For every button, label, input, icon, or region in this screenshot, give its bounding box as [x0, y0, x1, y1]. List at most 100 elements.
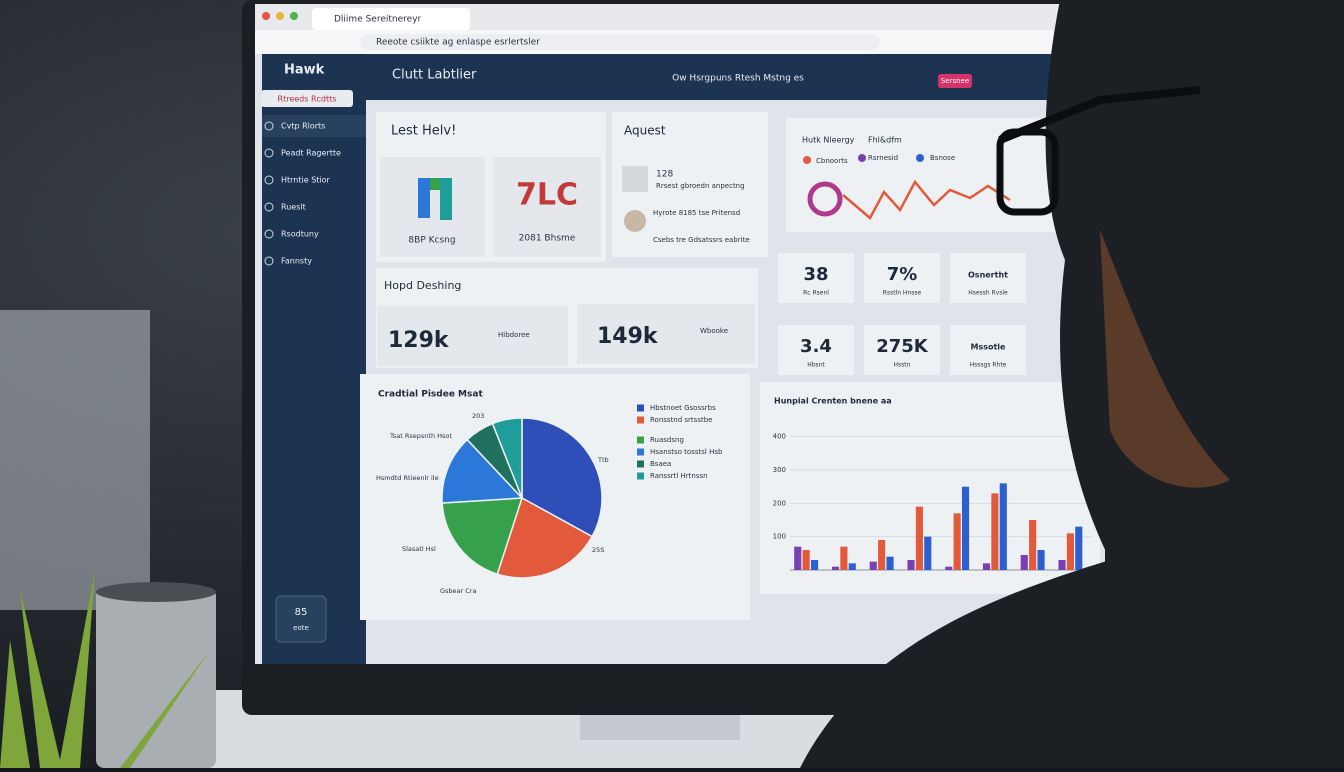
bar	[1066, 533, 1074, 570]
tile	[380, 157, 485, 257]
pie-annotation: Ttb	[597, 456, 609, 464]
pie-slice	[491, 417, 523, 499]
tile	[378, 306, 568, 366]
y-tick-label: 200	[773, 499, 786, 507]
legend-label: Ruasdsng	[650, 436, 684, 444]
menu-icon	[264, 229, 274, 239]
mug-rim	[96, 582, 216, 602]
pie-annotation: Gsbear Cra	[440, 587, 476, 595]
menu-item[interactable]: Peadt Ragertte	[281, 149, 341, 158]
badge[interactable]	[938, 74, 972, 88]
avatar	[624, 210, 646, 232]
y-tick-label: 300	[773, 466, 786, 474]
bar	[869, 561, 877, 570]
legend-label: Hsanstso tosstsl Hsb	[650, 448, 723, 456]
stat-label: Rc Rsenl	[803, 290, 829, 297]
metric-label: Hibdoree	[498, 331, 530, 339]
stat-value: 7%	[887, 264, 918, 285]
line: Hyrote 8185 tse Pritensd	[653, 209, 740, 217]
sidebar	[262, 54, 366, 664]
metric: 129k	[388, 328, 450, 353]
legend-dot	[916, 154, 924, 162]
stat-label: Rsstln Hnsse	[883, 290, 922, 297]
legend-label: Rsrnesid	[868, 154, 898, 162]
beard	[1100, 230, 1230, 488]
count: 128	[656, 170, 673, 180]
sidebar-footer[interactable]	[275, 595, 327, 643]
menu-item[interactable]: Rueslt	[281, 203, 306, 212]
menu-icon	[264, 175, 274, 185]
ring-icon	[807, 181, 843, 217]
pie-slice	[441, 438, 524, 504]
pie-annotation: 25S	[592, 546, 604, 554]
card-tag: Fhl&dfm	[868, 136, 902, 145]
menu-item[interactable]: Htrntie Stior	[281, 176, 331, 185]
address-bar[interactable]	[360, 34, 880, 50]
glasses-lens	[996, 128, 1059, 216]
bar	[1058, 560, 1066, 570]
bar	[915, 506, 923, 570]
stat-tile	[864, 253, 940, 303]
bar	[953, 513, 961, 570]
stat-tile	[950, 253, 1026, 303]
caption: 2081 Bhsme	[519, 234, 576, 244]
bar	[848, 563, 856, 570]
chart-title: Cradtial Pisdee Msat	[378, 390, 483, 400]
bar	[945, 566, 953, 570]
bar	[794, 546, 802, 570]
window-close[interactable]	[262, 12, 270, 20]
menu-item[interactable]: Fannsty	[281, 257, 312, 266]
sidebar-button-label: Rtreeds Rcdtts	[278, 95, 337, 104]
menu-icon	[264, 148, 274, 158]
bar	[831, 566, 840, 570]
menu-icon	[264, 202, 274, 212]
legend-label: Bsnose	[930, 154, 955, 162]
legend-dot	[858, 154, 866, 162]
tab[interactable]	[312, 8, 470, 30]
bar	[1037, 550, 1045, 570]
sidebar-menu: Cvtp Rlorts Peadt Ragertte Htrntie Stior Ru…	[262, 115, 366, 266]
bar	[1029, 520, 1037, 570]
card-title: Aquest	[624, 124, 666, 138]
bar	[886, 556, 894, 570]
trend-line	[842, 179, 1011, 220]
stat-tile	[778, 253, 854, 303]
stat-tile	[950, 325, 1026, 375]
bar	[982, 563, 991, 570]
stat-value: 38	[803, 264, 828, 285]
legend-dot	[803, 156, 811, 164]
stat-label: Hsssgs Rhte	[970, 362, 1007, 369]
bar	[810, 560, 819, 570]
bar	[1020, 555, 1028, 570]
card-title: Hopd Deshing	[384, 279, 461, 292]
bar	[1075, 526, 1083, 570]
mug	[96, 588, 216, 768]
stat-tiles: 38 Rc Rsenl 7% Rsstln Hnsse Osnertht Hsessh R…	[778, 253, 1026, 375]
menu-item[interactable]: Cvtp Rlorts	[281, 122, 325, 131]
person	[800, 0, 1344, 768]
pie-chart: Hbstnoet Gsossrbs Ronsstnd srtsstbe Ruasds…	[376, 404, 723, 595]
pie-annotation: Slasatl Hsl	[402, 545, 436, 553]
menu-active	[262, 115, 366, 137]
pie-annotation: 203	[472, 412, 484, 420]
card-title: Hutk Nleergy	[802, 136, 855, 145]
bar	[802, 550, 810, 570]
bar	[878, 540, 886, 570]
brand: Hawk	[284, 63, 325, 78]
legend-label: Cbnoorts	[816, 157, 848, 165]
stat-label: Hsessh Rvsle	[968, 290, 1008, 297]
glasses	[998, 86, 1201, 144]
legend-swatch	[637, 416, 644, 424]
window-maximize[interactable]	[290, 12, 298, 20]
legend-swatch	[637, 460, 644, 468]
menu-item[interactable]: Rsodtuny	[281, 230, 319, 239]
stat-label: Hbsnt	[807, 362, 825, 369]
window-minimize[interactable]	[276, 12, 284, 20]
legend-swatch	[637, 448, 644, 456]
sidebar-button[interactable]	[261, 90, 353, 107]
line: Rrsest gbroedn anpectng	[656, 182, 745, 190]
plant	[0, 570, 210, 768]
line: Csebs tre Gdsatssrs eabrite	[653, 236, 750, 244]
